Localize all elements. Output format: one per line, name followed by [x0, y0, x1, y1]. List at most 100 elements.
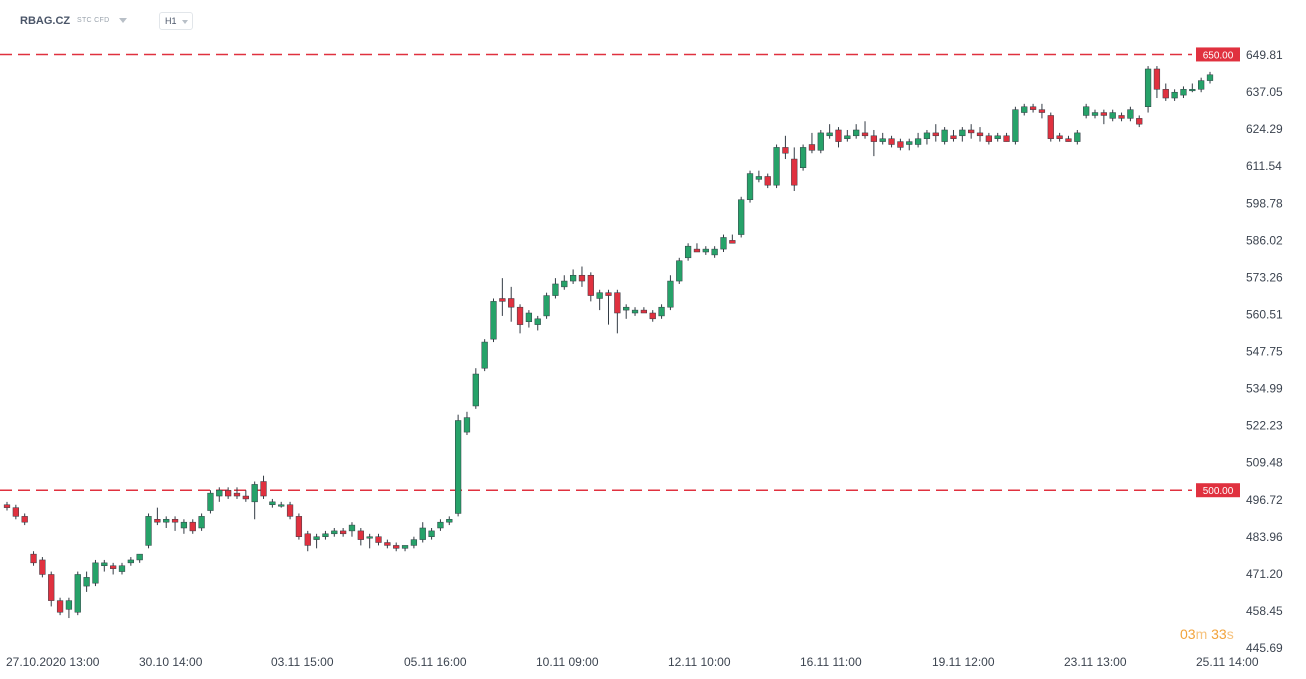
- candle[interactable]: [985, 132, 992, 145]
- candle[interactable]: [720, 234, 727, 252]
- candle[interactable]: [1189, 83, 1196, 93]
- candle[interactable]: [216, 487, 223, 502]
- candle[interactable]: [163, 516, 170, 528]
- candle[interactable]: [1153, 66, 1161, 99]
- candle[interactable]: [1180, 86, 1187, 99]
- candle[interactable]: [1065, 135, 1072, 142]
- candle[interactable]: [1162, 83, 1169, 101]
- candle[interactable]: [667, 275, 674, 311]
- candle[interactable]: [1003, 132, 1010, 142]
- candle[interactable]: [313, 533, 320, 549]
- candle[interactable]: [746, 170, 754, 203]
- candle[interactable]: [561, 275, 568, 290]
- candle[interactable]: [817, 129, 824, 154]
- candle[interactable]: [171, 516, 179, 531]
- candle[interactable]: [870, 129, 877, 157]
- candle[interactable]: [92, 559, 99, 587]
- candle[interactable]: [481, 339, 488, 372]
- candle[interactable]: [269, 498, 276, 508]
- candle[interactable]: [702, 246, 709, 255]
- candle[interactable]: [658, 304, 665, 319]
- candle[interactable]: [3, 501, 11, 511]
- candle[interactable]: [499, 278, 506, 316]
- candle[interactable]: [508, 286, 515, 322]
- candle[interactable]: [455, 414, 462, 517]
- candle[interactable]: [587, 272, 594, 302]
- candle[interactable]: [755, 170, 762, 183]
- candle[interactable]: [446, 516, 453, 526]
- candle[interactable]: [39, 557, 46, 578]
- candle[interactable]: [198, 513, 205, 531]
- candle[interactable]: [932, 124, 939, 142]
- candle[interactable]: [490, 298, 497, 343]
- candle[interactable]: [295, 513, 303, 540]
- candle[interactable]: [835, 127, 842, 148]
- candle[interactable]: [844, 129, 851, 142]
- candle[interactable]: [419, 522, 426, 543]
- candle[interactable]: [631, 307, 639, 316]
- candle[interactable]: [968, 124, 975, 139]
- candle[interactable]: [1136, 115, 1143, 128]
- candle[interactable]: [180, 519, 188, 534]
- candle[interactable]: [1074, 129, 1081, 145]
- candle[interactable]: [525, 310, 533, 328]
- candle[interactable]: [357, 527, 364, 546]
- candle[interactable]: [729, 234, 736, 244]
- candle[interactable]: [118, 562, 126, 575]
- candle[interactable]: [959, 127, 966, 142]
- candle[interactable]: [101, 559, 108, 572]
- candle[interactable]: [260, 475, 267, 499]
- candle[interactable]: [83, 571, 90, 592]
- candle[interactable]: [1109, 109, 1116, 122]
- candle[interactable]: [773, 144, 780, 189]
- candle[interactable]: [286, 501, 294, 520]
- candle[interactable]: [410, 536, 418, 549]
- candle[interactable]: [543, 292, 550, 319]
- candle[interactable]: [331, 527, 338, 537]
- candle[interactable]: [366, 533, 373, 549]
- candle[interactable]: [154, 507, 161, 526]
- candle[interactable]: [861, 121, 869, 139]
- candle[interactable]: [56, 597, 64, 616]
- symbol-name[interactable]: RBAG.CZ: [20, 15, 71, 27]
- candle[interactable]: [782, 135, 789, 160]
- candle[interactable]: [1038, 103, 1046, 119]
- candle[interactable]: [340, 527, 347, 537]
- candle[interactable]: [242, 490, 249, 502]
- candle[interactable]: [534, 315, 541, 331]
- candle[interactable]: [110, 562, 117, 575]
- candle[interactable]: [1144, 66, 1152, 113]
- candle[interactable]: [278, 501, 285, 508]
- candle[interactable]: [976, 127, 984, 142]
- candle[interactable]: [516, 304, 524, 334]
- candle[interactable]: [401, 545, 409, 552]
- candle[interactable]: [1012, 106, 1019, 145]
- candle[interactable]: [1083, 103, 1090, 119]
- candle[interactable]: [897, 138, 904, 151]
- candle[interactable]: [12, 504, 19, 520]
- candle[interactable]: [879, 132, 886, 145]
- candle[interactable]: [233, 487, 241, 499]
- candle[interactable]: [1118, 112, 1125, 122]
- candle[interactable]: [348, 522, 356, 537]
- candle[interactable]: [1198, 77, 1205, 93]
- candle[interactable]: [1091, 109, 1099, 119]
- candle[interactable]: [74, 571, 81, 616]
- candle[interactable]: [225, 487, 232, 499]
- candle[interactable]: [676, 257, 683, 284]
- candle[interactable]: [605, 289, 612, 325]
- candle[interactable]: [711, 246, 718, 258]
- candle[interactable]: [578, 266, 586, 287]
- candle[interactable]: [888, 135, 895, 148]
- candle[interactable]: [48, 571, 55, 607]
- candle[interactable]: [623, 304, 630, 319]
- candle[interactable]: [65, 597, 73, 619]
- candle[interactable]: [207, 490, 214, 514]
- candle[interactable]: [322, 530, 329, 540]
- candle[interactable]: [463, 411, 471, 436]
- candle[interactable]: [808, 132, 816, 154]
- candle[interactable]: [1127, 106, 1134, 122]
- candle[interactable]: [251, 481, 258, 520]
- candle[interactable]: [1021, 103, 1028, 116]
- candle[interactable]: [994, 132, 1001, 142]
